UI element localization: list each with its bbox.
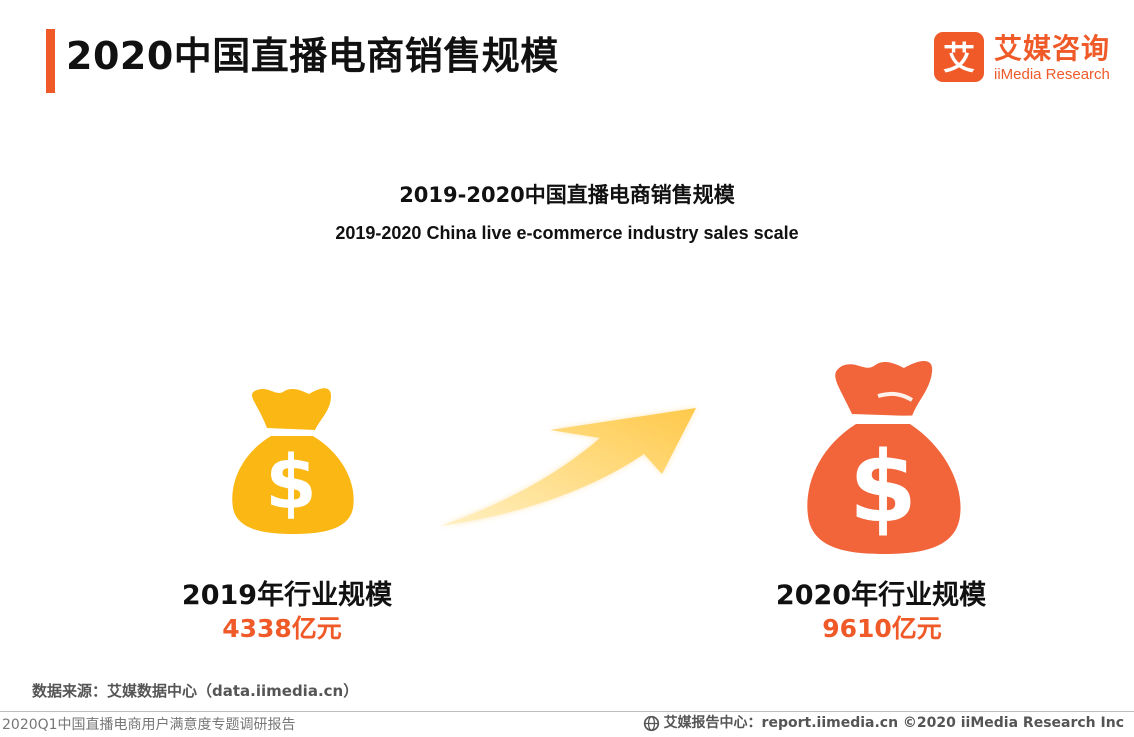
money-bag-icon: $ — [807, 361, 961, 554]
globe-icon — [643, 715, 659, 731]
growth-arrow-icon — [440, 408, 696, 526]
chart-subtitle: 2019-2020 China live e-commerce industry… — [335, 223, 799, 243]
money-bag-icon: $ — [232, 388, 354, 534]
footer-right-text: 艾媒报告中心：report.iimedia.cn ©2020 iiMedia R… — [663, 715, 1124, 731]
chart-title: 2019-2020中国直播电商销售规模 — [399, 183, 735, 207]
item-2019-value: 4338亿元 — [222, 614, 342, 643]
data-source: 数据来源：艾媒数据中心（data.iimedia.cn） — [32, 682, 359, 700]
item-2020-label: 2020年行业规模 — [775, 580, 987, 611]
item-2019-label: 2019年行业规模 — [181, 580, 393, 611]
page-title: 2020中国直播电商销售规模 — [66, 34, 559, 78]
item-2020-value: 9610亿元 — [822, 614, 942, 643]
footer-copyright: 艾媒报告中心：report.iimedia.cn ©2020 iiMedia R… — [643, 713, 1124, 733]
iimedia-logo: 艾 艾媒咨询 iiMedia Research — [934, 32, 1124, 88]
svg-text:$: $ — [265, 440, 317, 526]
logo-mark-text: 艾 — [943, 39, 975, 77]
footer-report-name: 2020Q1中国直播电商用户满意度专题调研报告 — [2, 717, 296, 733]
logo-name-cn: 艾媒咨询 — [994, 32, 1111, 65]
svg-text:$: $ — [849, 431, 917, 545]
footer-divider — [0, 711, 1134, 712]
logo-name-en: iiMedia Research — [994, 66, 1110, 83]
logo-mark-icon: 艾 — [934, 32, 984, 82]
title-accent-bar — [46, 29, 55, 93]
